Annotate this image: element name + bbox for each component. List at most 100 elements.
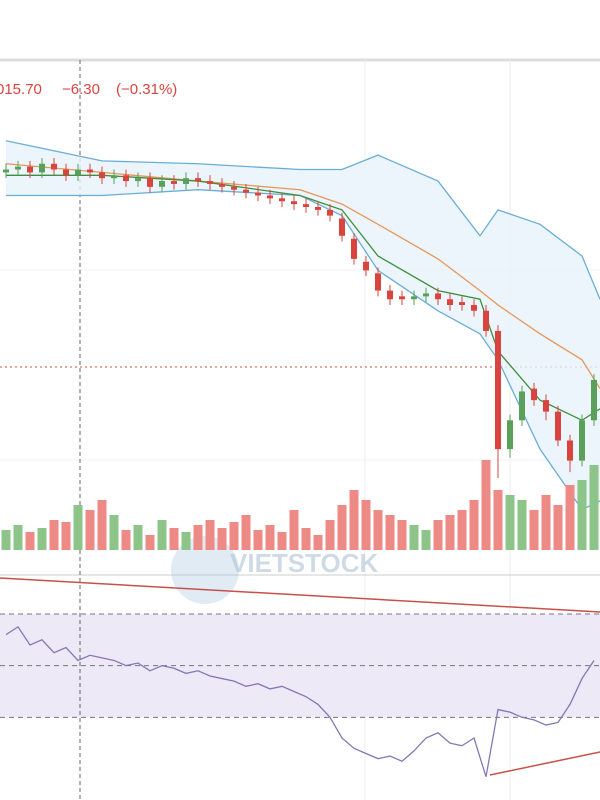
trendline — [489, 751, 600, 776]
volume-bar — [13, 525, 23, 550]
candle-body — [63, 169, 69, 176]
volume-bar — [265, 525, 275, 550]
volume-bar — [85, 510, 95, 550]
candle-body — [315, 207, 321, 210]
volume-bar — [97, 500, 107, 550]
volume-bar — [481, 460, 491, 550]
volume-bar — [73, 505, 83, 550]
candle-body — [219, 183, 225, 187]
candle-body — [387, 290, 393, 300]
volume-bar — [433, 520, 443, 550]
volume-bar — [457, 510, 467, 550]
volume-bar — [61, 522, 71, 550]
volume-bar — [565, 485, 575, 550]
volume-bar — [361, 500, 371, 550]
volume-bar — [589, 465, 599, 550]
candle-body — [519, 391, 525, 421]
candle-body — [123, 175, 129, 182]
candle-body — [147, 178, 153, 187]
candle-body — [339, 218, 345, 236]
volume-bar — [241, 515, 251, 550]
volume-bar — [505, 495, 515, 550]
volume-bar — [325, 520, 335, 550]
volume-bar — [385, 515, 395, 550]
candle-body — [111, 175, 117, 179]
candle-body — [15, 166, 21, 170]
candle-body — [351, 238, 357, 259]
volume-bar — [349, 490, 359, 550]
rsi-line — [5, 625, 595, 777]
header-price: 015.70 — [0, 81, 42, 98]
volume-bar — [337, 505, 347, 550]
volume-bar — [169, 528, 179, 550]
candle-body — [207, 181, 213, 184]
overlay-line — [6, 189, 600, 511]
volume-bar — [445, 515, 455, 550]
band-fill — [6, 140, 600, 510]
volume-bar — [205, 520, 215, 550]
candle-body — [87, 169, 93, 173]
volume-bar — [373, 510, 383, 550]
candle-body — [531, 388, 537, 401]
volume-bar — [313, 535, 323, 550]
volume-bar — [181, 532, 191, 550]
volume-bar — [409, 525, 419, 550]
volume-bar — [217, 528, 227, 550]
candle-body — [555, 411, 561, 441]
candle-body — [375, 273, 381, 291]
candle-body — [39, 163, 45, 173]
header-change-pct: (−0.31%) — [116, 81, 177, 98]
plot — [0, 140, 600, 777]
volume-bar — [109, 515, 119, 550]
candle-body — [171, 181, 177, 184]
candle-body — [435, 293, 441, 300]
volume-bar — [37, 528, 47, 550]
volume-bar — [133, 525, 143, 550]
candle-body — [255, 192, 261, 196]
candle-body — [423, 293, 429, 297]
volume-bar — [517, 500, 527, 550]
candle-body — [483, 310, 489, 331]
candle-body — [411, 296, 417, 300]
volume-bar — [277, 532, 287, 550]
candle-body — [27, 166, 33, 173]
candle-body — [459, 302, 465, 305]
volume-bar — [577, 480, 587, 550]
header-change: −6.30 — [62, 81, 100, 98]
volume-bar — [529, 510, 539, 550]
candle-body — [267, 195, 273, 199]
candle-body — [99, 172, 105, 179]
candle-body — [51, 163, 57, 170]
candle-body — [507, 420, 513, 450]
volume-bar — [541, 495, 551, 550]
volume-bar — [121, 530, 131, 550]
volume-bar — [493, 490, 503, 550]
candle-body — [183, 178, 189, 184]
volume-bar — [1, 530, 11, 550]
candle-body — [543, 400, 549, 412]
candle-body — [303, 204, 309, 207]
volume-bar — [25, 532, 35, 550]
candle-body — [159, 181, 165, 187]
volume-bar — [253, 530, 263, 550]
watermark: VIETSTOCK — [230, 548, 379, 578]
candle-body — [363, 261, 369, 271]
candle-body — [471, 305, 477, 311]
volume-bar — [421, 530, 431, 550]
candle-body — [231, 186, 237, 190]
candle-body — [567, 440, 573, 461]
candle-body — [447, 299, 453, 305]
volume-bar — [397, 520, 407, 550]
candle-body — [195, 178, 201, 182]
candle-body — [279, 198, 285, 202]
candle-body — [399, 296, 405, 300]
volume-bar — [229, 522, 239, 550]
candle-body — [591, 379, 597, 421]
trendline — [0, 577, 600, 613]
volume-bar — [469, 500, 479, 550]
volume-bar — [157, 520, 167, 550]
candle-body — [327, 209, 333, 216]
volume-bar — [49, 520, 59, 550]
